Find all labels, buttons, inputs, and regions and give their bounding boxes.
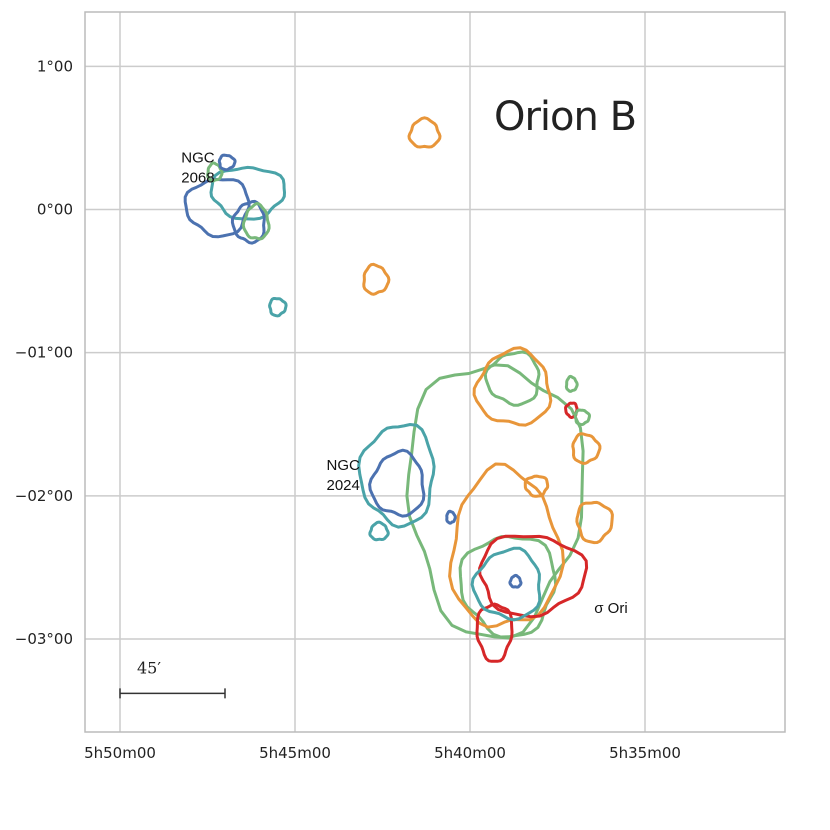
contour-green <box>241 202 271 241</box>
annotation-label: NGC 2068 <box>181 149 215 186</box>
annotation-line: NGC <box>327 457 361 474</box>
y-tick-label: −03°00 <box>15 630 73 648</box>
grid-layer <box>85 12 785 732</box>
y-tick-label: −01°00 <box>15 344 73 362</box>
annotation-line: 2024 <box>327 477 360 494</box>
scale-bar: 45′ <box>119 658 226 699</box>
contour-green <box>405 363 585 640</box>
annotation-label: σ Ori <box>594 600 627 617</box>
contour-orange <box>472 346 553 427</box>
contour-orange <box>575 500 614 545</box>
plot-frame <box>84 11 786 733</box>
y-tick-label: 1°00 <box>37 57 73 75</box>
contour-teal <box>470 546 542 622</box>
chart-title: Orion B <box>494 94 636 140</box>
annotation-line: σ Ori <box>594 600 627 617</box>
contour-orange <box>448 462 565 629</box>
contour-blue <box>508 573 523 589</box>
contour-green <box>458 535 558 639</box>
y-tick-label: 0°00 <box>37 201 73 219</box>
annotation-line: 2068 <box>181 169 214 186</box>
contour-red <box>475 602 514 663</box>
contour-green <box>564 374 579 393</box>
x-tick-label: 5h45m00 <box>259 744 331 762</box>
contour-orange <box>523 474 550 498</box>
contour-green <box>206 161 224 183</box>
contour-orange <box>407 116 442 149</box>
x-tick-label: 5h40m00 <box>434 744 506 762</box>
contour-green <box>573 408 591 427</box>
x-tick-label: 5h35m00 <box>609 744 681 762</box>
contour-teal <box>268 297 288 318</box>
contour-teal <box>357 423 436 529</box>
scale-bar-label: 45′ <box>137 658 161 677</box>
contour-red <box>478 534 589 619</box>
contour-blue <box>445 509 457 525</box>
annotation-line: NGC <box>181 149 215 166</box>
annotations: NGC 2068 NGC 2024 σ Ori <box>181 149 627 617</box>
y-tick-label: −02°00 <box>15 487 73 505</box>
x-tick-label: 5h50m00 <box>84 744 156 762</box>
contour-blue <box>217 153 237 172</box>
contour-layer <box>183 116 614 663</box>
contour-blue <box>368 448 426 518</box>
contour-orange <box>362 262 391 296</box>
contour-teal <box>368 520 390 542</box>
tick-labels: 5h50m00 5h45m00 5h40m00 5h35m00 1°00 0°00 −01°… <box>15 57 681 762</box>
contour-orange <box>571 432 602 465</box>
annotation-label: NGC 2024 <box>327 457 361 494</box>
